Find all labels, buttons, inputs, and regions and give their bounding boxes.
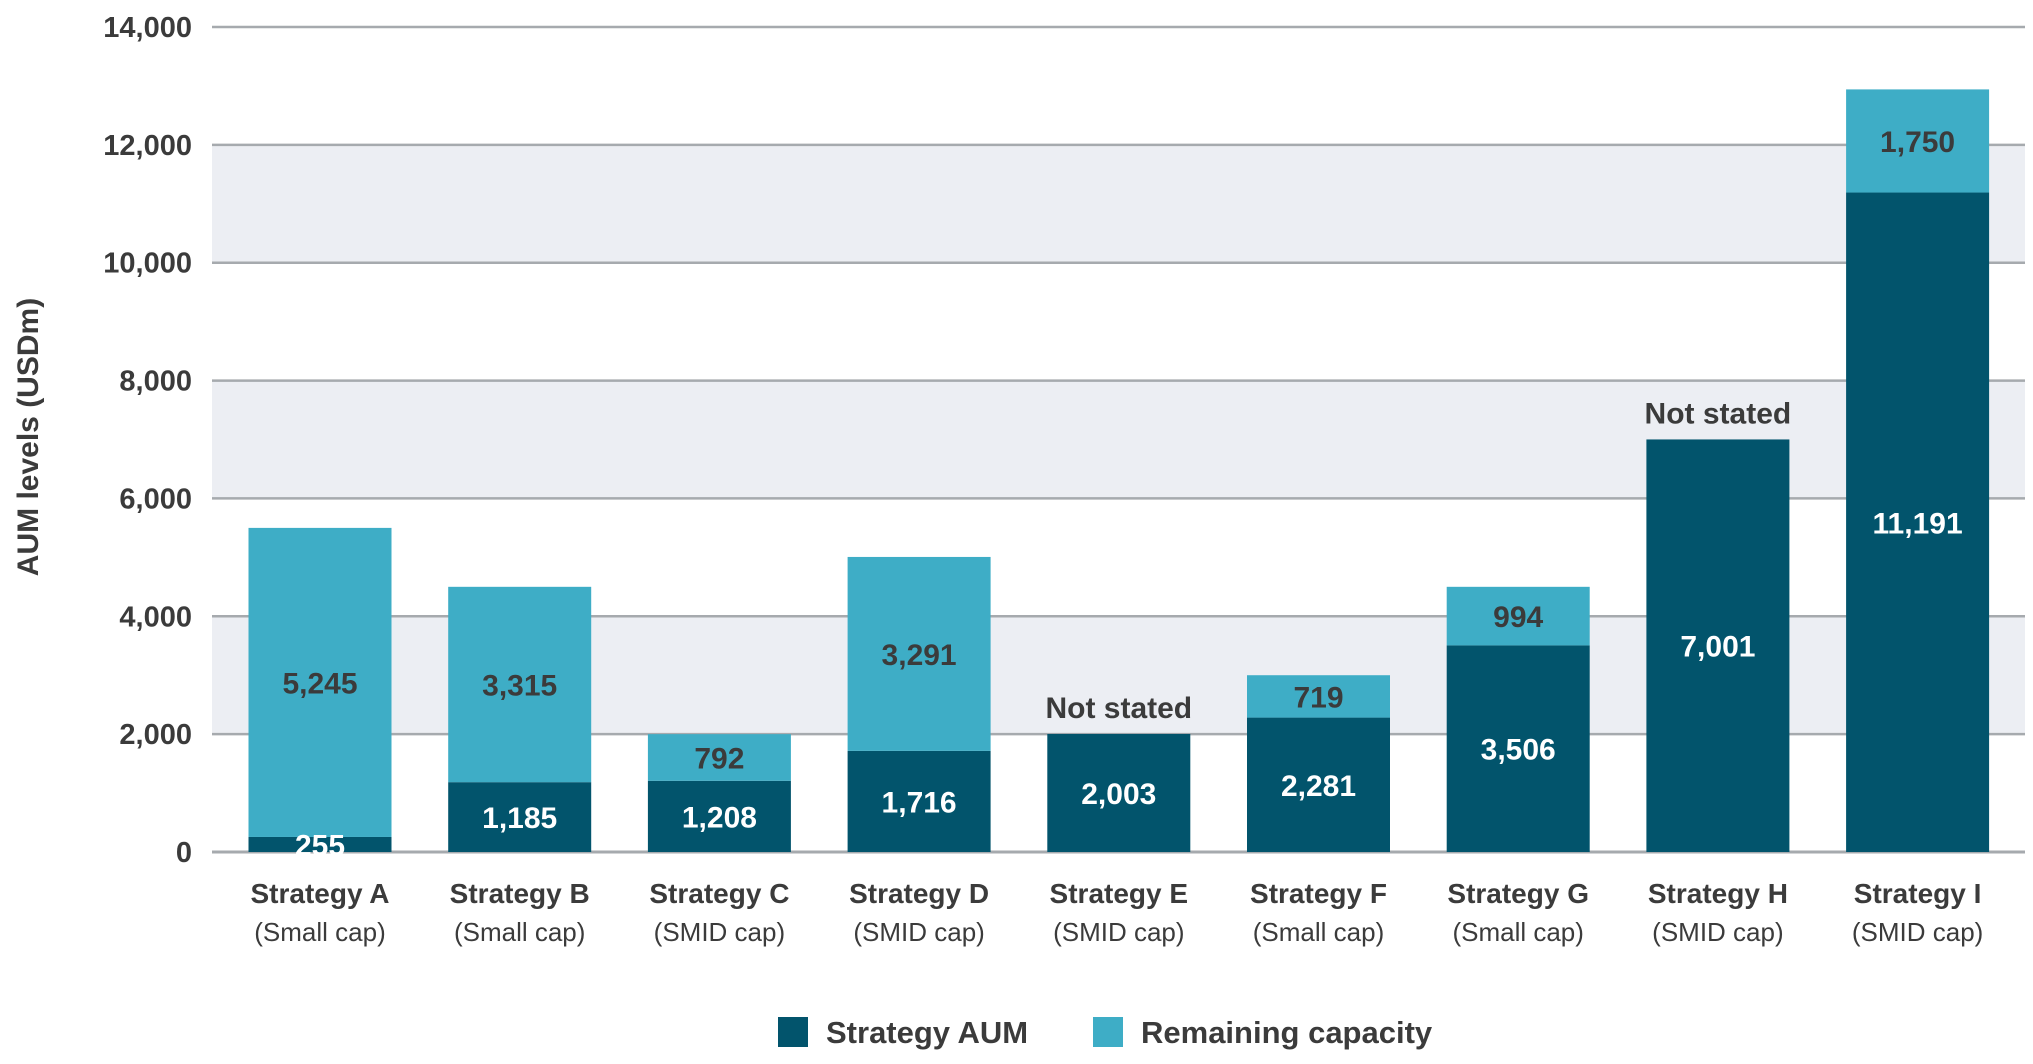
y-axis: 0 2,000 4,000 6,000 8,000 10,000 12,000 14,000 bbox=[103, 12, 192, 869]
category-label: Strategy I bbox=[1854, 878, 1982, 909]
data-label-strategy-aum: 3,506 bbox=[1481, 734, 1556, 767]
category-subtitle: (Small cap) bbox=[1452, 917, 1583, 947]
bar-remaining-capacity bbox=[647, 734, 791, 781]
bar-strategy-aum bbox=[448, 782, 592, 852]
data-label-strategy-aum: 2,281 bbox=[1281, 770, 1356, 803]
data-label-remaining-capacity: 5,245 bbox=[282, 667, 357, 700]
data-label-strategy-aum: 7,001 bbox=[1680, 631, 1755, 664]
legend-label: Strategy AUM bbox=[826, 1015, 1028, 1050]
category-label: Strategy A bbox=[250, 878, 389, 909]
bar-remaining-capacity bbox=[847, 556, 991, 751]
category-subtitle: (SMID cap) bbox=[1053, 917, 1184, 947]
category-subtitle: (SMID cap) bbox=[654, 917, 785, 947]
data-label-strategy-aum: 1,716 bbox=[882, 786, 957, 819]
bar-strategy-aum bbox=[647, 780, 791, 852]
data-label-remaining-capacity: 994 bbox=[1493, 601, 1543, 634]
legend: Strategy AUM Remaining capacity bbox=[778, 1015, 1433, 1050]
category-subtitle: (Small cap) bbox=[1253, 917, 1384, 947]
bar-strategy-aum bbox=[1646, 439, 1790, 852]
y-axis-title: AUM levels (USDm) bbox=[12, 298, 45, 576]
legend-swatch bbox=[778, 1017, 808, 1047]
bar-strategy-aum bbox=[1446, 645, 1590, 852]
y-tick-label: 10,000 bbox=[103, 248, 192, 280]
category-label: Strategy H bbox=[1648, 878, 1788, 909]
legend-label: Remaining capacity bbox=[1141, 1015, 1433, 1050]
bar-strategy-aum bbox=[248, 836, 392, 852]
legend-swatch bbox=[1093, 1017, 1123, 1047]
bar-strategy-aum bbox=[1247, 717, 1390, 852]
y-tick-label: 12,000 bbox=[103, 130, 192, 162]
data-label-not-stated: Not stated bbox=[1045, 692, 1192, 725]
y-tick-label: 2,000 bbox=[119, 719, 192, 751]
bar-strategy-aum bbox=[1846, 192, 1990, 853]
category-subtitle: (Small cap) bbox=[454, 917, 585, 947]
y-tick-label: 6,000 bbox=[119, 483, 192, 515]
data-label-remaining-capacity: 3,315 bbox=[482, 669, 557, 702]
data-label-not-stated: Not stated bbox=[1645, 397, 1792, 430]
category-subtitle: (SMID cap) bbox=[1652, 917, 1783, 947]
data-label-strategy-aum: 255 bbox=[295, 829, 345, 862]
category-label: Strategy F bbox=[1250, 878, 1387, 909]
category-label: Strategy C bbox=[649, 878, 789, 909]
bar-remaining-capacity bbox=[448, 586, 592, 783]
data-label-strategy-aum: 1,185 bbox=[482, 802, 557, 835]
y-tick-label: 0 bbox=[176, 837, 192, 869]
data-label-strategy-aum: 2,003 bbox=[1081, 778, 1156, 811]
x-axis: Strategy A (Small cap) Strategy B (Small ca… bbox=[250, 878, 1983, 947]
data-label-remaining-capacity: 3,291 bbox=[882, 639, 957, 672]
y-tick-label: 4,000 bbox=[119, 601, 192, 633]
bar-remaining-capacity bbox=[1247, 675, 1390, 718]
category-subtitle: (SMID cap) bbox=[853, 917, 984, 947]
category-subtitle: (Small cap) bbox=[254, 917, 385, 947]
data-label-strategy-aum: 11,191 bbox=[1873, 507, 1963, 540]
bar-remaining-capacity bbox=[1446, 586, 1590, 646]
y-tick-label: 8,000 bbox=[119, 366, 192, 398]
category-label: Strategy B bbox=[450, 878, 590, 909]
bars bbox=[248, 89, 1990, 853]
category-label: Strategy D bbox=[849, 878, 989, 909]
bar-remaining-capacity bbox=[1846, 89, 1990, 193]
data-label-remaining-capacity: 792 bbox=[694, 742, 744, 775]
category-label: Strategy G bbox=[1447, 878, 1589, 909]
data-label-remaining-capacity: 719 bbox=[1293, 681, 1343, 714]
category-label: Strategy E bbox=[1050, 878, 1189, 909]
bar-remaining-capacity bbox=[248, 527, 392, 837]
category-subtitle: (SMID cap) bbox=[1852, 917, 1983, 947]
data-label-strategy-aum: 1,208 bbox=[682, 801, 757, 834]
y-tick-label: 14,000 bbox=[103, 12, 192, 44]
bar-strategy-aum bbox=[1047, 733, 1191, 852]
bar-strategy-aum bbox=[847, 750, 991, 852]
data-labels: 255 5,245 1,185 3,315 1,208 792 1,716 3,291 2,00… bbox=[282, 126, 1962, 863]
data-label-remaining-capacity: 1,750 bbox=[1880, 126, 1955, 159]
grid-band bbox=[212, 144, 2025, 263]
